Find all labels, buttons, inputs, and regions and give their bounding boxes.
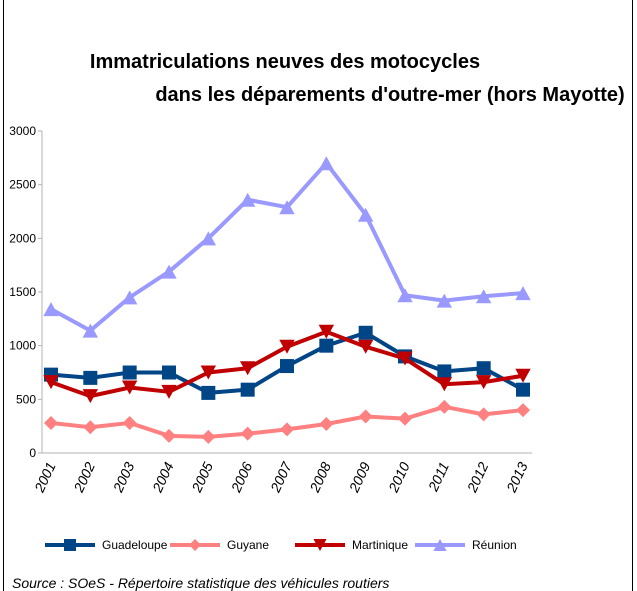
marker (436, 293, 453, 308)
y-tick-label: 2500 (9, 178, 36, 192)
marker (239, 361, 256, 376)
legend-label: Guyane (227, 538, 269, 552)
marker (83, 370, 98, 385)
marker (397, 288, 413, 303)
marker (239, 192, 256, 207)
marker (280, 422, 294, 437)
marker (398, 411, 412, 426)
chart-title: dans les déparements d'outre-mer (hors M… (155, 84, 624, 106)
marker (121, 380, 138, 395)
marker (200, 231, 217, 246)
legend-label: Martinique (352, 538, 408, 552)
marker (476, 407, 491, 422)
chart-title: Immatriculations neuves des motocycles (90, 51, 480, 73)
marker (121, 290, 138, 305)
marker (279, 200, 295, 215)
marker (475, 289, 492, 304)
y-tick-label: 1500 (9, 285, 36, 299)
marker (357, 339, 374, 354)
marker (201, 385, 216, 400)
marker (516, 403, 530, 418)
legend-label: Guadeloupe (102, 538, 168, 552)
marker (516, 382, 530, 397)
marker (397, 351, 413, 366)
marker (313, 539, 327, 551)
marker (83, 420, 98, 435)
marker (319, 338, 334, 353)
marker (433, 539, 447, 551)
marker (64, 539, 76, 551)
marker (200, 365, 217, 380)
marker (240, 382, 255, 397)
marker (358, 325, 373, 340)
y-tick-label: 500 (16, 392, 36, 406)
marker (279, 339, 295, 354)
marker (43, 375, 59, 390)
source-note: Source : SOeS - Répertoire statistique d… (12, 575, 389, 591)
marker (319, 417, 334, 432)
marker (358, 409, 373, 424)
marker (201, 429, 216, 444)
y-tick-label: 1000 (9, 339, 36, 353)
marker (240, 426, 255, 441)
marker (43, 302, 59, 317)
marker (44, 415, 58, 430)
marker (280, 359, 294, 374)
marker (357, 207, 374, 222)
marker (515, 286, 531, 301)
y-tick-label: 2000 (9, 231, 36, 245)
marker (318, 324, 335, 339)
y-tick-label: 3000 (9, 124, 36, 138)
marker (475, 375, 492, 390)
marker (437, 399, 452, 414)
marker (318, 156, 335, 171)
y-tick-label: 0 (29, 446, 36, 460)
marker (189, 539, 201, 551)
marker (515, 368, 531, 383)
marker (82, 323, 99, 338)
marker (162, 365, 176, 380)
marker (122, 415, 137, 430)
marker (82, 389, 99, 404)
legend-label: Réunion (472, 538, 517, 552)
marker (162, 428, 176, 443)
marker (161, 264, 177, 279)
marker (476, 361, 491, 376)
marker (122, 365, 137, 380)
marker (436, 377, 453, 392)
marker (437, 364, 452, 379)
marker (161, 384, 177, 399)
